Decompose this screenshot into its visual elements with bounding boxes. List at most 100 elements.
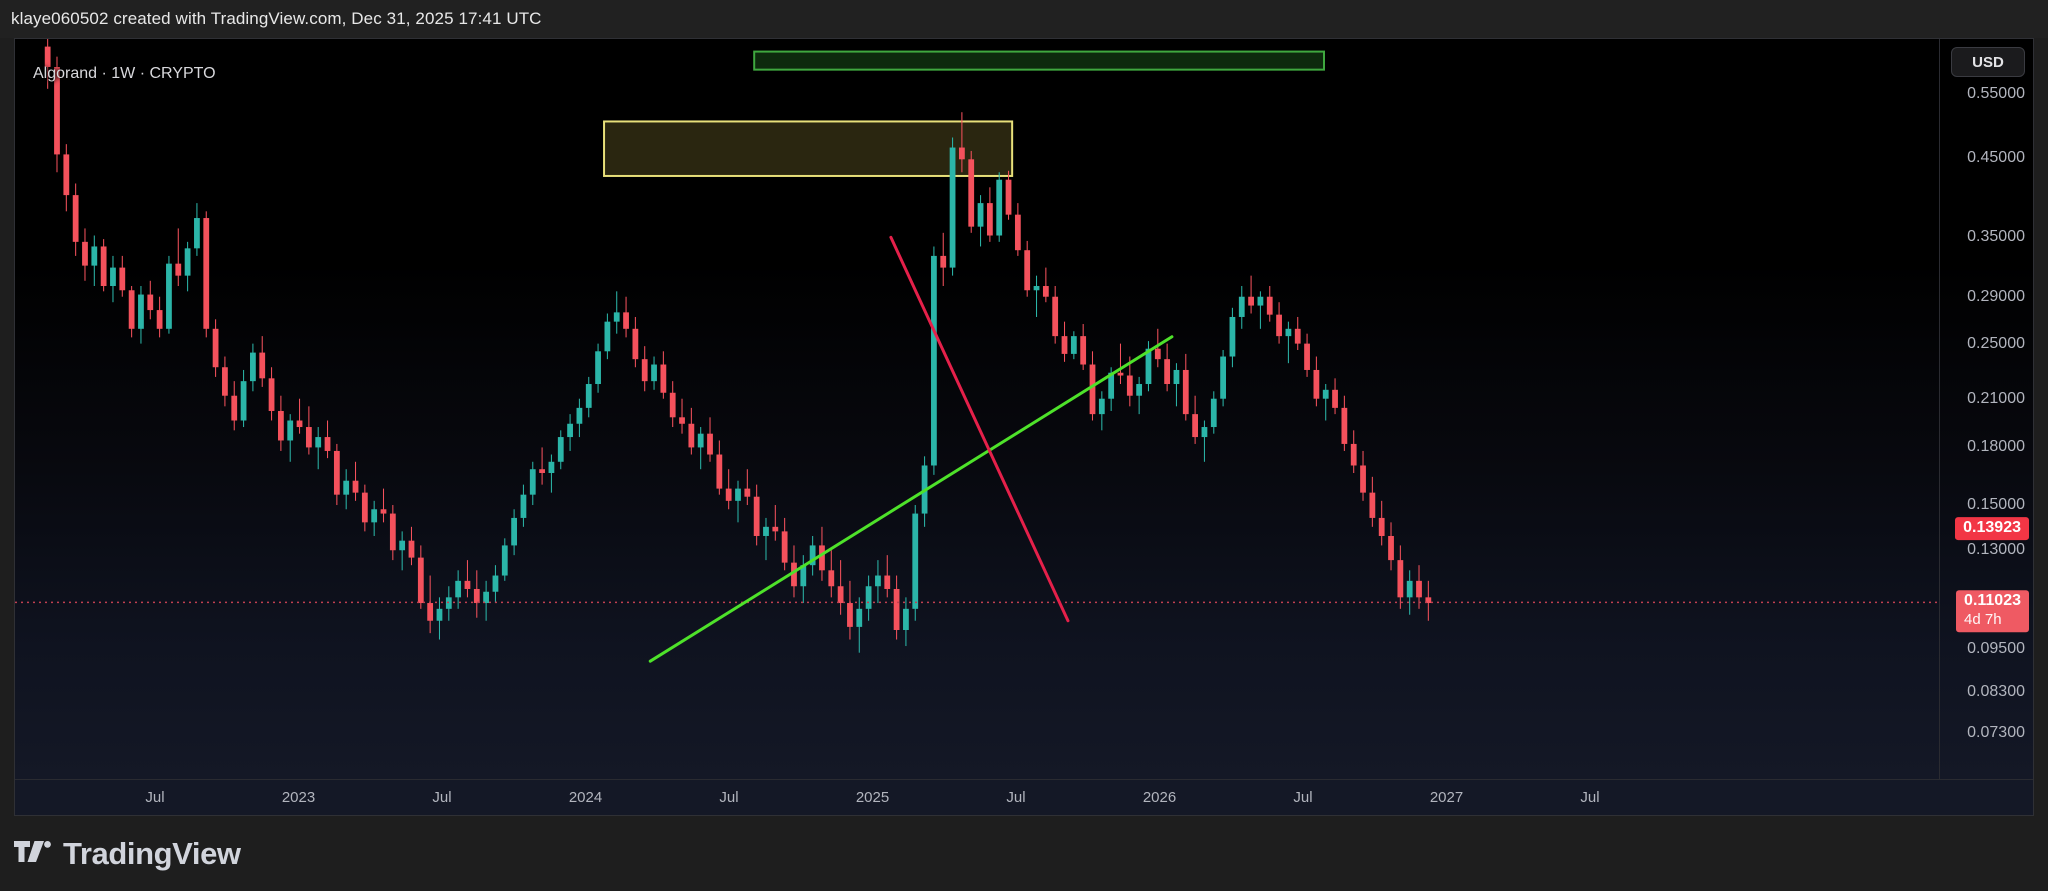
candle-body [305, 427, 312, 448]
price-tick-label: 0.15000 [1967, 496, 2025, 514]
candle-body [1360, 465, 1366, 493]
current-price-badge[interactable]: 0.11023 4d 7h [1956, 590, 2029, 633]
candle-body [623, 312, 629, 329]
candle-body [44, 46, 51, 67]
candle-body [492, 575, 499, 592]
last-price-badge[interactable]: 0.13923 [1955, 516, 2029, 541]
candle-body [679, 417, 685, 424]
green-resistance-box [753, 50, 1325, 71]
candle-body [1210, 398, 1217, 428]
candle-body [1313, 369, 1320, 399]
price-plot-area[interactable] [15, 39, 1940, 781]
candle-body [1406, 580, 1413, 598]
candle-body [54, 67, 60, 155]
time-tick-label: 2023 [281, 789, 316, 806]
candle-body [324, 437, 331, 451]
candle-body [455, 580, 462, 598]
candle-body [1042, 286, 1049, 297]
candle-body [819, 545, 825, 571]
legend-text: Algorand · 1W · CRYPTO [33, 65, 216, 82]
candle-body [483, 591, 490, 604]
price-tick-label: 0.29000 [1967, 287, 2025, 305]
candle-body [1322, 389, 1329, 399]
tradingview-logo[interactable]: TradingView [14, 836, 241, 872]
candle-body [1052, 296, 1059, 337]
time-tick-label: Jul [432, 789, 452, 806]
candle-body [585, 384, 592, 408]
candle-body [296, 420, 303, 428]
candle-body [548, 461, 555, 474]
candle-body [865, 586, 872, 609]
candle-body [315, 437, 322, 448]
candle-body [791, 562, 797, 587]
candle-body [1304, 343, 1310, 370]
current-price-value: 0.11023 [1964, 592, 2021, 610]
candle-body [576, 407, 583, 424]
price-tick-label: 0.21000 [1967, 389, 2025, 407]
candle-body [333, 450, 340, 495]
candle-body [1416, 580, 1422, 598]
candle-body [632, 328, 639, 360]
candle-body [1238, 296, 1245, 317]
candle-body [1350, 443, 1357, 466]
candle-body [1024, 250, 1031, 291]
candle-body [800, 565, 807, 587]
candle-body [1154, 348, 1161, 360]
candle-body [1070, 336, 1077, 354]
candle-body [138, 294, 144, 329]
candle-body [473, 588, 480, 604]
candle-body [529, 469, 536, 495]
candle-body [1285, 328, 1292, 337]
candle-body [82, 241, 88, 266]
currency-toggle-usd[interactable]: USD [1951, 47, 2025, 77]
candle-body [903, 608, 909, 630]
candle-body [91, 246, 98, 266]
price-axis[interactable]: 0.55000 0.45000 0.35000 0.29000 0.25000 0.210… [1939, 39, 2033, 781]
bar-countdown: 4d 7h [1964, 611, 2002, 629]
price-tick-label: 0.07300 [1967, 723, 2025, 741]
candle-body [1425, 597, 1432, 604]
candle-body [352, 480, 359, 493]
candle-body [63, 154, 70, 196]
candle-body [1061, 336, 1068, 354]
candle-body [884, 575, 891, 589]
time-tick-label: Jul [1006, 789, 1026, 806]
candle-body [660, 364, 667, 393]
candle-body [567, 423, 573, 438]
candle-body [1378, 517, 1385, 536]
price-tick-label: 0.09500 [1967, 640, 2025, 658]
candle-body [968, 159, 975, 227]
candle-body [100, 246, 107, 287]
candle-body [1229, 316, 1236, 357]
price-tick-label: 0.08300 [1967, 683, 2025, 701]
tradingview-wordmark: TradingView [63, 836, 241, 871]
candle-body [986, 203, 993, 236]
candle-body [931, 255, 937, 466]
candle-body [1005, 179, 1012, 215]
price-tick-label: 0.35000 [1967, 228, 2025, 246]
candle-body [1164, 359, 1171, 385]
time-axis[interactable]: Jul 2023 Jul 2024 Jul 2025 Jul 2026 Jul 2027 Jul [15, 779, 2033, 815]
candle-body [959, 147, 965, 160]
candle-body [1201, 427, 1208, 438]
candle-body [287, 420, 294, 441]
candle-body [371, 509, 378, 523]
candle-body [753, 496, 760, 536]
candle-body [697, 433, 704, 448]
candle-body [1080, 336, 1087, 365]
candle-body [147, 294, 154, 311]
candle-body [128, 290, 135, 329]
candle-body [417, 557, 424, 604]
candle-body [641, 359, 648, 382]
candle-body [716, 454, 723, 489]
candle-body [1248, 296, 1254, 306]
currency-toggle-label: USD [1972, 53, 2004, 71]
candle-body [1014, 214, 1021, 251]
candle-body [1369, 492, 1376, 518]
candle-body [781, 531, 788, 563]
candle-body [604, 321, 611, 352]
candle-body [464, 580, 471, 589]
candle-body [735, 488, 741, 501]
candle-body [744, 488, 751, 497]
